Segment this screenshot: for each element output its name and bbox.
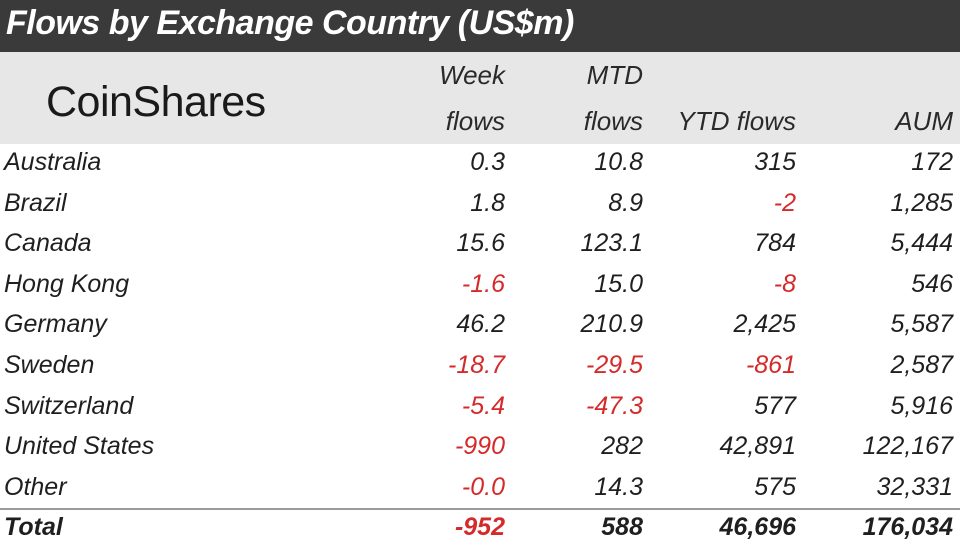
column-header: Week (439, 60, 505, 90)
total-cell: 588 (601, 513, 643, 541)
table-cell: -0.0 (461, 472, 505, 501)
table-cell: 5,587 (890, 310, 953, 339)
table-cell: 5,444 (890, 229, 953, 258)
table-cell: 172 (911, 148, 953, 176)
row-label: Sweden (4, 351, 95, 379)
table-cell: -8 (773, 269, 796, 298)
table-cell: 282 (601, 432, 643, 461)
table-cell: -861 (745, 351, 796, 379)
total-cell: -952 (454, 513, 505, 541)
table-cell: 15.6 (456, 229, 505, 258)
table-cell: 784 (754, 229, 796, 258)
row-label: United States (4, 432, 155, 461)
table-cell: -2 (773, 188, 796, 217)
table-cell: -1.6 (461, 269, 505, 298)
title-bar: Flows by Exchange Country (US$m) (0, 0, 960, 52)
table-cell: 210.9 (580, 310, 643, 339)
header-band (0, 52, 960, 144)
row-label: Hong Kong (4, 269, 130, 298)
table-cell: 546 (911, 269, 953, 298)
row-label: Other (4, 472, 67, 501)
table-cell: 1.8 (470, 188, 505, 217)
table-cell: 14.3 (594, 472, 643, 501)
table-cell: 10.8 (594, 148, 643, 176)
table-cell: -5.4 (461, 391, 505, 420)
coinshares-logo: CoinShares (46, 78, 266, 126)
row-label: Australia (4, 148, 102, 176)
table-cell: 2,587 (890, 351, 953, 379)
total-divider (0, 508, 960, 510)
total-cell: 176,034 (862, 513, 953, 541)
table-cell: 577 (754, 391, 796, 420)
table-cell: 15.0 (594, 269, 643, 298)
table-cell: 315 (754, 148, 796, 176)
column-header: AUM (895, 106, 953, 136)
table-cell: -18.7 (448, 351, 505, 379)
table-cell: -990 (454, 432, 505, 461)
table-cell: 5,916 (890, 391, 953, 420)
table-cell: 0.3 (470, 148, 505, 176)
row-label: Canada (4, 229, 92, 258)
column-header: flows (445, 106, 505, 136)
table-cell: 575 (754, 472, 796, 501)
column-header: flows (583, 106, 643, 136)
table-cell: 122,167 (862, 432, 953, 461)
table-cell: 123.1 (580, 229, 643, 258)
table-cell: 8.9 (608, 188, 643, 217)
row-label: Germany (4, 310, 107, 339)
table-cell: -47.3 (586, 391, 643, 420)
table-cell: 32,331 (876, 472, 953, 501)
table-title: Flows by Exchange Country (US$m) (6, 4, 574, 42)
table-cell: 46.2 (456, 310, 505, 339)
row-label: Switzerland (4, 391, 134, 420)
total-cell: 46,696 (719, 513, 796, 541)
row-label: Brazil (4, 188, 67, 217)
column-header: YTD flows (677, 106, 796, 136)
table-cell: 2,425 (733, 310, 796, 339)
table-cell: 1,285 (890, 188, 953, 217)
column-header: MTD (586, 60, 643, 90)
table-cell: 42,891 (719, 432, 796, 461)
table-cell: -29.5 (586, 351, 643, 379)
total-label: Total (4, 513, 63, 541)
